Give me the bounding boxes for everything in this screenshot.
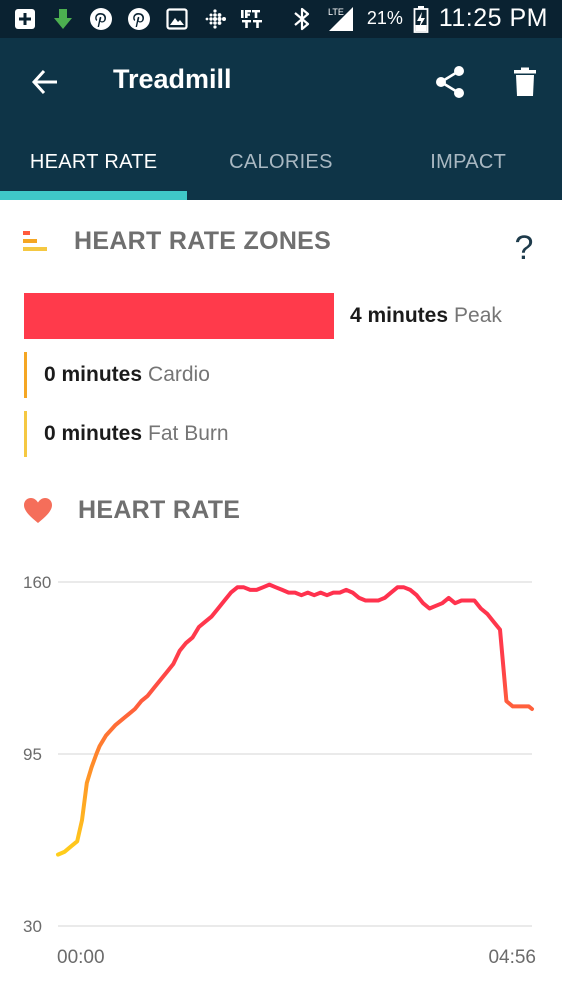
tab-label: CALORIES [229, 151, 333, 173]
zones-icon [23, 231, 47, 251]
tab-heart-rate[interactable]: HEART RATE [0, 125, 187, 200]
ifttt-icon [240, 6, 266, 32]
tab-indicator [0, 191, 187, 200]
heart-rate-line [56, 582, 534, 857]
zone-fat-burn: 0 minutes Fat Burn [24, 411, 544, 457]
zone-text: 0 minutes Fat Burn [44, 422, 229, 446]
tab-calories[interactable]: CALORIES [187, 125, 374, 200]
add-box-icon [12, 6, 38, 32]
cardio-zone-line [24, 352, 27, 398]
zone-text: 0 minutes Cardio [44, 363, 210, 387]
zone-label: Cardio [148, 363, 210, 386]
x-tick-label: 04:56 [488, 947, 536, 968]
zone-text: 4 minutes Peak [350, 304, 502, 328]
page-title: Treadmill [113, 64, 232, 94]
battery-charging-icon [413, 5, 429, 33]
system-status: LTE 21% 11:25 PM [289, 4, 548, 33]
heart-rate-title: HEART RATE [78, 496, 241, 524]
tab-label: HEART RATE [29, 151, 158, 173]
share-button[interactable] [430, 60, 470, 104]
y-tick-label: 95 [23, 745, 42, 764]
peak-zone-bar [24, 293, 334, 339]
delete-button[interactable] [505, 60, 545, 104]
signal-icon: LTE [325, 6, 357, 32]
bluetooth-icon [289, 6, 315, 32]
fitbit-icon [202, 6, 228, 32]
download-icon [50, 6, 76, 32]
tab-label: IMPACT [430, 151, 507, 173]
back-button[interactable] [28, 62, 62, 102]
zone-label: Fat Burn [148, 422, 229, 445]
image-icon [164, 6, 190, 32]
y-tick-label: 30 [23, 917, 42, 936]
zone-label: Peak [454, 304, 502, 327]
zone-minutes: 4 minutes [350, 304, 449, 327]
x-tick-label: 00:00 [57, 947, 105, 968]
y-tick-label: 160 [23, 573, 51, 592]
help-button[interactable]: ? [514, 228, 534, 267]
zones-title: HEART RATE ZONES [74, 227, 332, 255]
battery-percent: 21% [366, 8, 403, 28]
notification-icons [12, 6, 266, 32]
svg-text:LTE: LTE [328, 7, 344, 17]
tab-impact[interactable]: IMPACT [375, 125, 562, 200]
zone-peak: 4 minutes Peak [24, 293, 544, 339]
share-icon [436, 66, 464, 98]
pinterest-icon [88, 6, 114, 32]
clock: 11:25 PM [438, 4, 548, 32]
app-bar: Treadmill [0, 38, 562, 125]
status-bar: LTE 21% 11:25 PM [0, 0, 562, 38]
fat-burn-zone-line [24, 411, 27, 457]
trash-icon [514, 67, 536, 96]
zone-minutes: 0 minutes [44, 422, 143, 445]
pinterest-icon [126, 6, 152, 32]
heart-icon [24, 498, 52, 523]
tab-bar: HEART RATE CALORIES IMPACT [0, 125, 562, 200]
zone-cardio: 0 minutes Cardio [24, 352, 544, 398]
heart-rate-chart: 160 95 30 00:00 04:56 [23, 573, 536, 968]
zone-minutes: 0 minutes [44, 363, 143, 386]
arrow-back-icon [31, 69, 57, 95]
